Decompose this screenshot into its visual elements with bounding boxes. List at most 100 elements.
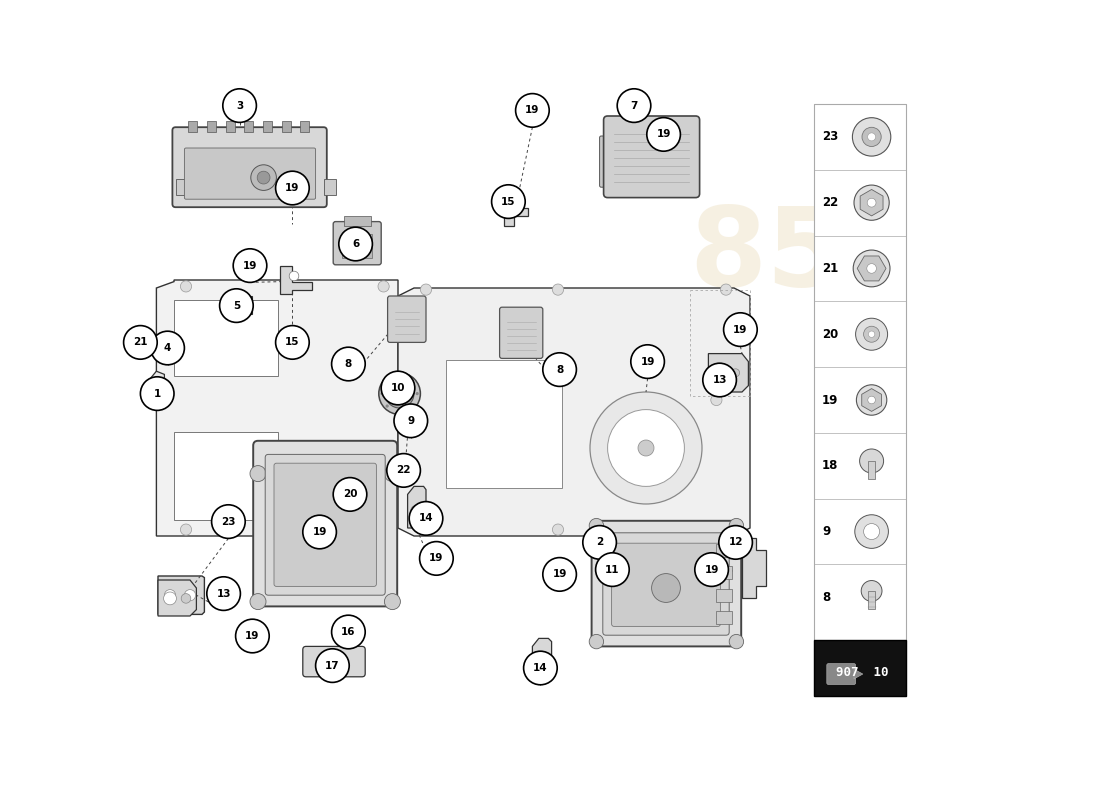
Bar [300, 121, 309, 132]
Circle shape [257, 171, 270, 184]
Text: 4: 4 [164, 343, 172, 353]
Circle shape [695, 553, 728, 586]
Circle shape [868, 133, 876, 141]
FancyBboxPatch shape [604, 116, 700, 198]
Polygon shape [861, 389, 881, 411]
Text: 21: 21 [822, 262, 838, 275]
Circle shape [542, 558, 576, 591]
Circle shape [273, 524, 284, 535]
Text: 2: 2 [596, 538, 603, 547]
Circle shape [289, 271, 299, 281]
Bar [716, 566, 733, 579]
FancyBboxPatch shape [600, 136, 615, 187]
Circle shape [516, 94, 549, 127]
Text: 22: 22 [822, 196, 838, 209]
Text: 19: 19 [429, 554, 443, 563]
Circle shape [410, 379, 414, 382]
Text: 15: 15 [285, 338, 299, 347]
Text: 20: 20 [343, 490, 358, 499]
FancyBboxPatch shape [253, 441, 397, 606]
Polygon shape [532, 638, 551, 676]
Text: 1: 1 [154, 389, 161, 398]
Circle shape [855, 514, 889, 548]
Text: 19: 19 [822, 394, 838, 406]
Circle shape [386, 379, 388, 382]
Text: 10: 10 [390, 383, 405, 393]
Circle shape [302, 515, 337, 549]
Text: 22: 22 [396, 466, 411, 475]
Text: 18: 18 [822, 459, 838, 472]
Bar [446, 360, 562, 488]
Circle shape [720, 524, 732, 535]
Circle shape [854, 250, 890, 287]
Text: 12: 12 [728, 538, 743, 547]
Polygon shape [742, 538, 766, 598]
Circle shape [419, 542, 453, 575]
Bar [188, 121, 197, 132]
Polygon shape [158, 580, 197, 616]
Circle shape [382, 371, 415, 405]
Bar [229, 296, 252, 314]
Bar [716, 611, 733, 624]
Text: 20: 20 [822, 328, 838, 341]
FancyBboxPatch shape [265, 454, 385, 595]
Circle shape [492, 185, 525, 218]
Text: 9: 9 [407, 416, 415, 426]
Text: 19: 19 [285, 183, 299, 193]
Text: a passion for parts since 1985: a passion for parts since 1985 [344, 416, 595, 477]
FancyBboxPatch shape [592, 521, 741, 646]
Bar [814, 104, 906, 696]
Circle shape [867, 264, 877, 274]
Circle shape [220, 289, 253, 322]
Circle shape [647, 118, 681, 151]
Text: 8: 8 [822, 591, 830, 604]
Text: 19: 19 [552, 570, 567, 579]
Circle shape [398, 374, 402, 378]
Bar [342, 234, 373, 258]
Polygon shape [860, 190, 883, 216]
Text: 11: 11 [605, 565, 619, 574]
Circle shape [384, 466, 400, 482]
Polygon shape [708, 354, 748, 392]
Circle shape [250, 466, 266, 482]
Circle shape [542, 353, 576, 386]
Circle shape [250, 594, 266, 610]
FancyBboxPatch shape [499, 307, 542, 358]
FancyBboxPatch shape [827, 664, 856, 685]
Circle shape [410, 506, 420, 515]
Bar [343, 216, 371, 226]
Circle shape [867, 198, 876, 207]
Circle shape [583, 526, 616, 559]
Circle shape [339, 227, 373, 261]
Text: 907  10: 907 10 [836, 666, 888, 679]
Text: 15: 15 [502, 197, 516, 206]
Polygon shape [148, 371, 164, 392]
Circle shape [703, 363, 736, 397]
Bar [868, 461, 875, 478]
Circle shape [552, 524, 563, 535]
Circle shape [164, 590, 176, 601]
Circle shape [711, 394, 722, 406]
Circle shape [141, 377, 174, 410]
Circle shape [276, 171, 309, 205]
Circle shape [718, 526, 752, 559]
Circle shape [180, 281, 191, 292]
Circle shape [590, 518, 604, 533]
Circle shape [859, 449, 883, 473]
Circle shape [333, 478, 366, 511]
Circle shape [420, 524, 431, 535]
Circle shape [409, 502, 443, 535]
Circle shape [378, 524, 389, 535]
Circle shape [416, 392, 419, 395]
Circle shape [651, 574, 681, 602]
Circle shape [638, 440, 654, 456]
Circle shape [854, 185, 889, 220]
Text: 13: 13 [713, 375, 727, 385]
Text: 85: 85 [689, 202, 844, 310]
FancyBboxPatch shape [612, 543, 720, 626]
Circle shape [864, 326, 880, 342]
Bar [263, 121, 272, 132]
Circle shape [856, 318, 888, 350]
Circle shape [151, 331, 185, 365]
Text: 14: 14 [419, 514, 433, 523]
